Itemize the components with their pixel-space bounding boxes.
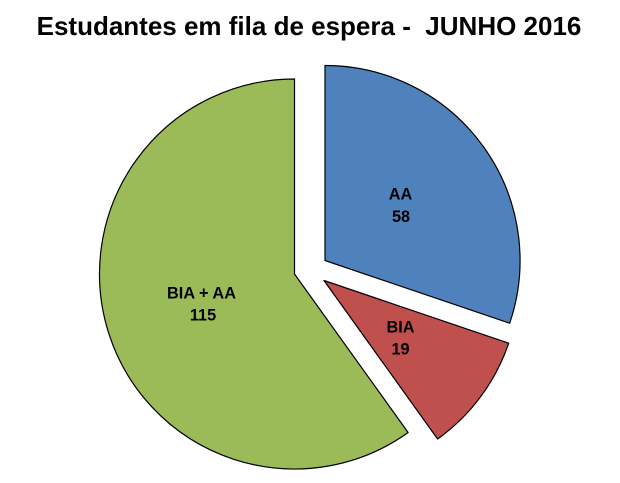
svg-text:BIA: BIA	[386, 319, 414, 337]
svg-text:Estudantes em fila de espera -: Estudantes em fila de espera - JUNHO 201…	[37, 11, 582, 41]
svg-text:AA: AA	[389, 186, 413, 204]
svg-text:115: 115	[190, 307, 216, 325]
svg-text:BIA + AA: BIA + AA	[167, 285, 236, 303]
svg-text:58: 58	[392, 208, 410, 226]
svg-text:19: 19	[391, 341, 409, 359]
